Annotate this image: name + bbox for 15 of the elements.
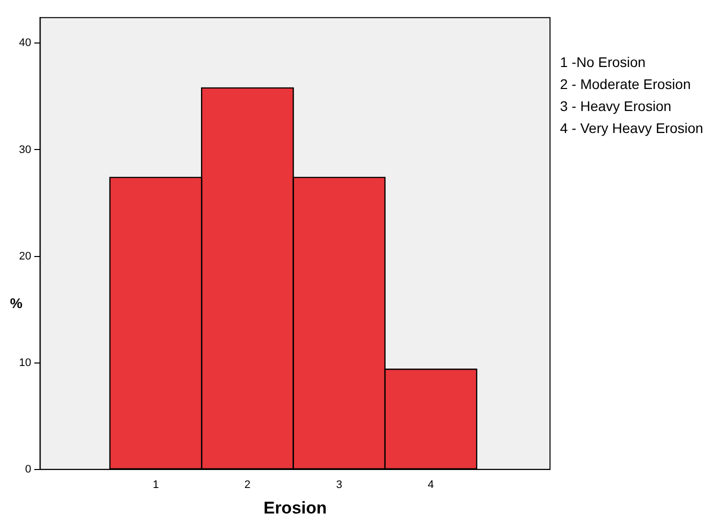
y-tick-label: 30	[18, 144, 32, 156]
text: 1 -No Erosion	[560, 53, 647, 72]
y-tick-label: 40	[18, 37, 32, 50]
x-axis-title: Erosion	[263, 498, 327, 518]
y-tick-label: 0	[25, 463, 32, 476]
text: 3 - Heavy Erosion	[560, 97, 672, 116]
text: 2 - Moderate Erosion	[560, 75, 692, 94]
x-tick-label: 1	[152, 479, 159, 492]
y-axis-title: %	[10, 295, 22, 311]
y-tick-label: 10	[18, 356, 32, 369]
x-tick-label: 4	[428, 479, 434, 492]
y-tick-label: 20	[18, 250, 32, 262]
x-tick-label: 2	[244, 479, 251, 492]
x-tick-label: 3	[336, 479, 342, 492]
text: 4 - Very Heavy Erosion	[560, 119, 704, 138]
